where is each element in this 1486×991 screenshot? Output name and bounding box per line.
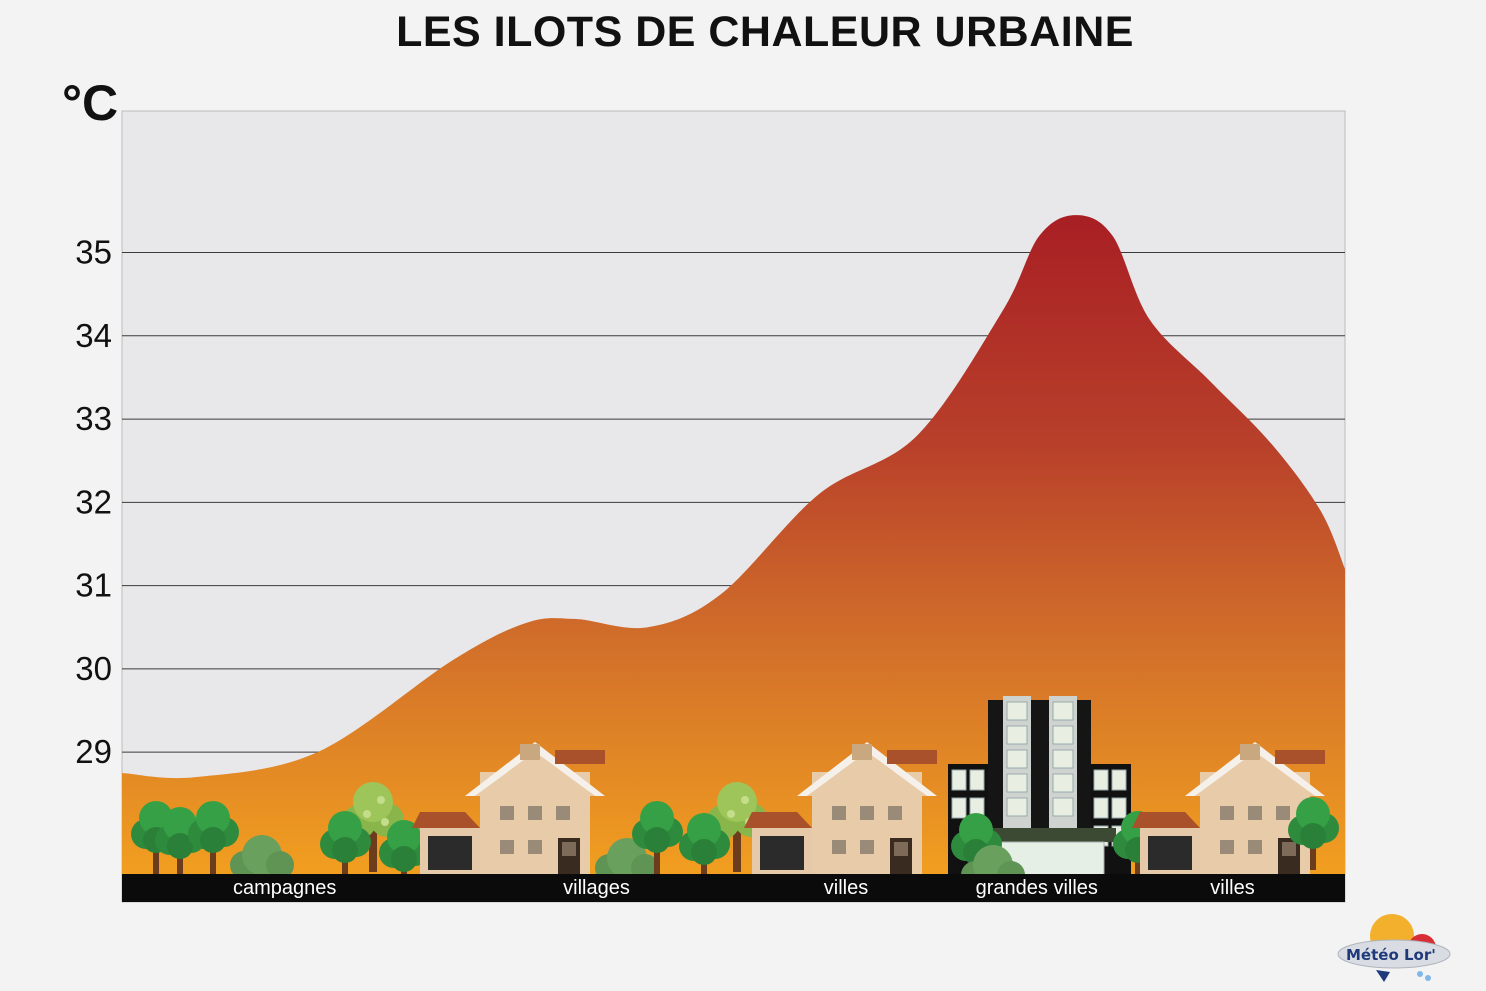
zone-label: villes xyxy=(824,877,868,899)
chart-title: LES ILOTS DE CHALEUR URBAINE xyxy=(396,8,1134,56)
y-tick-label: 31 xyxy=(75,567,112,604)
y-axis-unit: °C xyxy=(62,75,119,131)
meteo-lor-logo: Météo Lor' xyxy=(1337,914,1451,982)
logo-text: Météo Lor' xyxy=(1346,946,1436,964)
y-tick-labels: 29 30 31 32 33 34 35 xyxy=(75,234,112,771)
y-tick-label: 34 xyxy=(75,317,112,354)
y-tick-label: 30 xyxy=(75,650,112,687)
zone-labels: campagnes villages villes grandes villes vil… xyxy=(233,877,1255,899)
scenery xyxy=(131,696,1339,893)
zone-label: campagnes xyxy=(233,877,336,899)
ground-strip xyxy=(122,874,1345,902)
y-tick-label: 32 xyxy=(75,483,112,520)
y-tick-label: 29 xyxy=(75,733,112,770)
apartment-building xyxy=(948,696,1164,889)
zone-label: villages xyxy=(563,877,630,899)
zone-label: villes xyxy=(1210,877,1254,899)
zone-label: grandes villes xyxy=(976,877,1098,899)
y-tick-label: 35 xyxy=(75,234,112,271)
y-tick-label: 33 xyxy=(75,400,112,437)
